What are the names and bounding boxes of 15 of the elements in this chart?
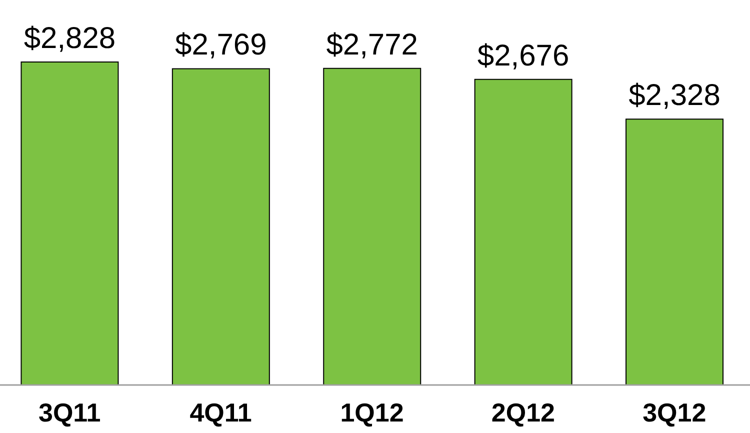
x-tick-label: 3Q11: [38, 397, 101, 428]
x-tick-label: 3Q12: [642, 397, 706, 428]
bar: [626, 118, 724, 386]
x-tick-label: 1Q12: [340, 397, 404, 428]
data-label: $2,828: [24, 22, 116, 55]
bar: [172, 68, 270, 386]
bar: [474, 78, 572, 386]
data-label: $2,328: [628, 79, 720, 112]
bar: [20, 62, 119, 386]
x-tick-label: 2Q12: [491, 397, 556, 428]
bar: [323, 68, 422, 386]
data-label: $2,676: [477, 39, 570, 72]
data-label: $2,772: [326, 28, 418, 62]
x-tick-label: 4Q11: [190, 397, 252, 428]
data-label: $2,769: [175, 28, 267, 62]
